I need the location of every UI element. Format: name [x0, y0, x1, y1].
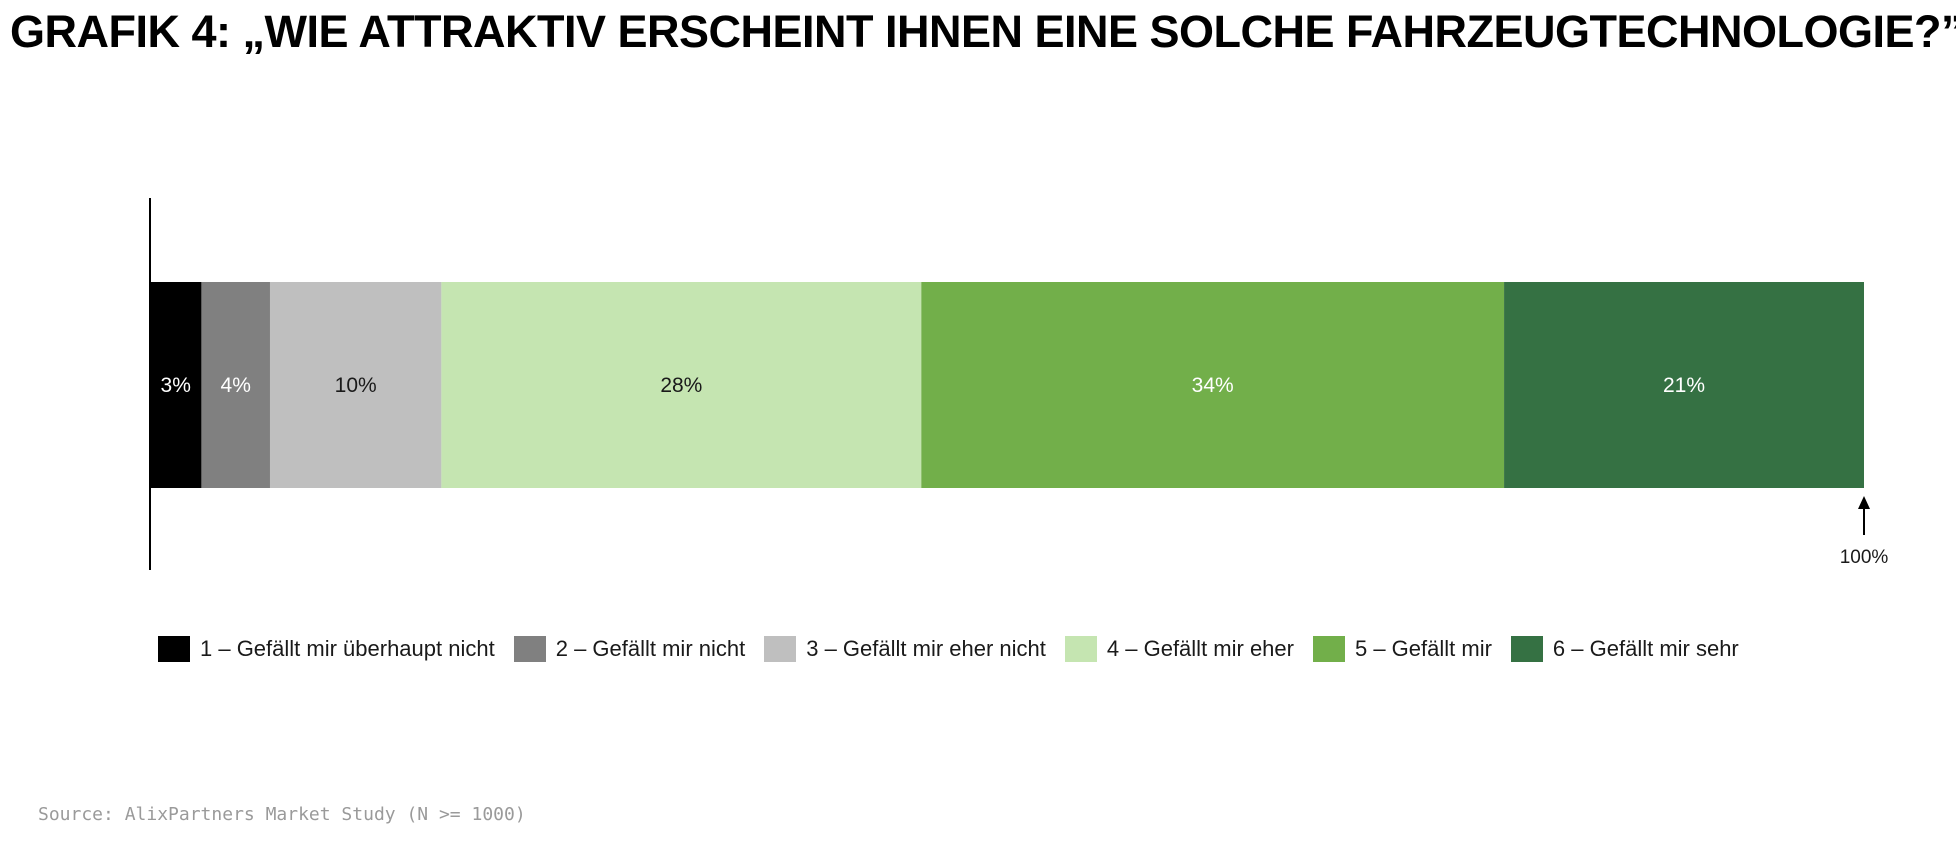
- source-note: Source: AlixPartners Market Study (N >= …: [38, 804, 526, 825]
- legend-item-4: 4 – Gefällt mir eher: [1064, 636, 1294, 662]
- bar-value-label-2: 4%: [221, 374, 251, 397]
- legend-label: 5 – Gefällt mir: [1354, 636, 1492, 661]
- bar-value-label-1: 3%: [161, 374, 191, 397]
- legend-swatch: [513, 636, 546, 662]
- bar-value-labels: 3% 4% 10% 28% 34% 21%: [161, 374, 1706, 397]
- legend-item-1: 1 – Gefällt mir überhaupt nicht: [158, 636, 495, 662]
- bar-value-label-3: 10%: [335, 374, 377, 397]
- bar-segment-5: [921, 282, 1505, 488]
- legend-item-3: 3 – Gefällt mir eher nicht: [764, 636, 1046, 662]
- legend-label: 1 – Gefällt mir überhaupt nicht: [200, 636, 495, 661]
- legend-swatch: [764, 636, 797, 662]
- legend-label: 3 – Gefällt mir eher nicht: [806, 636, 1046, 661]
- bar-value-label-5: 34%: [1192, 374, 1234, 397]
- total-marker: 100%: [1840, 496, 1889, 568]
- arrow-up-icon: [1858, 496, 1870, 509]
- legend-item-6: 6 – Gefällt mir sehr: [1510, 636, 1739, 662]
- chart-title: GRAFIK 4: „WIE ATTRAKTIV ERSCHEINT IHNEN…: [10, 6, 1956, 57]
- legend-swatch: [1064, 636, 1097, 662]
- bar-segment-1: [150, 282, 202, 488]
- bar-segment-4: [441, 282, 922, 488]
- chart-legend: 1 – Gefällt mir überhaupt nicht 2 – Gefäl…: [158, 636, 1758, 662]
- bar-value-label-4: 28%: [660, 374, 702, 397]
- bar-segment-2: [201, 282, 270, 488]
- legend-item-5: 5 – Gefällt mir: [1312, 636, 1492, 662]
- bar-segment-3: [269, 282, 442, 488]
- bar-segments: [150, 282, 1864, 488]
- legend-label: 4 – Gefällt mir eher: [1106, 636, 1294, 661]
- legend-label: 2 – Gefällt mir nicht: [555, 636, 746, 661]
- legend-label: 6 – Gefällt mir sehr: [1552, 636, 1739, 661]
- legend-item-2: 2 – Gefällt mir nicht: [513, 636, 746, 662]
- bar-segment-6: [1504, 282, 1864, 488]
- bar-value-label-6: 21%: [1663, 374, 1705, 397]
- legend-swatch: [1510, 636, 1543, 662]
- total-label: 100%: [1840, 547, 1889, 568]
- legend-swatch: [158, 636, 190, 662]
- legend-swatch: [1312, 636, 1345, 662]
- stacked-bar-chart: 3% 4% 10% 28% 34% 21% 100%: [149, 198, 1889, 570]
